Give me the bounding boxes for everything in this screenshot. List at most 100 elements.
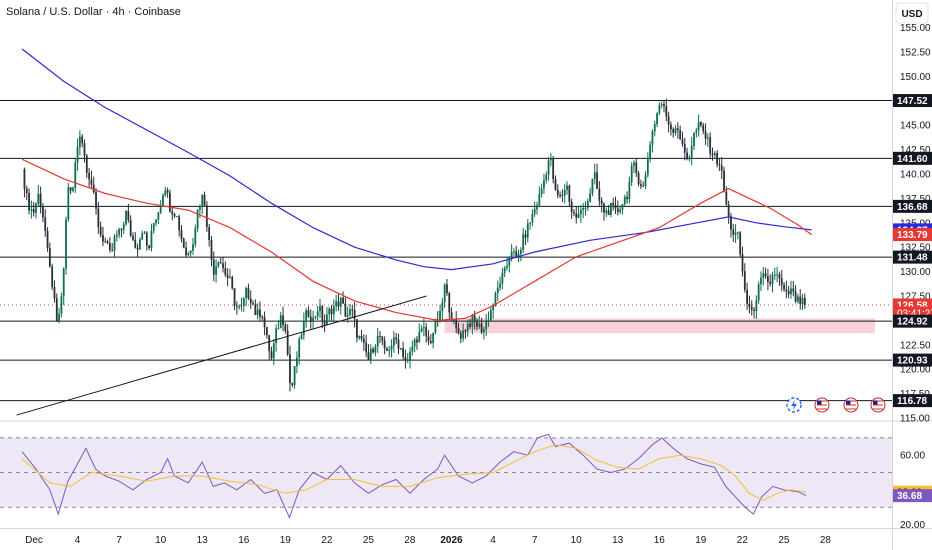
time-tick-label: 7 bbox=[532, 535, 538, 546]
flag-us-icon[interactable] bbox=[870, 397, 886, 413]
candle bbox=[76, 138, 79, 171]
candle bbox=[164, 186, 167, 197]
flag-us-icon[interactable] bbox=[814, 397, 830, 413]
candle bbox=[619, 205, 622, 215]
candle bbox=[95, 188, 97, 215]
candle bbox=[801, 294, 804, 311]
moving-average-red-line[interactable] bbox=[21, 158, 812, 322]
candle bbox=[718, 157, 721, 171]
price-tick-label: 130.00 bbox=[900, 267, 931, 278]
candle bbox=[736, 231, 739, 240]
candle bbox=[589, 187, 592, 204]
candle bbox=[152, 222, 155, 234]
candle bbox=[226, 268, 229, 287]
time-tick-label: 22 bbox=[737, 535, 749, 546]
candle bbox=[579, 205, 582, 223]
candle bbox=[178, 214, 181, 237]
candle bbox=[471, 313, 474, 335]
event-markers[interactable] bbox=[786, 397, 886, 413]
flag-us-icon[interactable] bbox=[843, 397, 859, 413]
candle bbox=[321, 304, 324, 329]
support-zone bbox=[444, 318, 875, 334]
candle bbox=[249, 290, 252, 309]
candle bbox=[252, 300, 254, 305]
candle bbox=[42, 202, 44, 223]
candle bbox=[556, 184, 559, 199]
candle bbox=[138, 237, 141, 250]
candle bbox=[593, 163, 596, 185]
candle bbox=[614, 196, 617, 214]
candle bbox=[275, 324, 278, 352]
candle bbox=[293, 366, 296, 389]
currency-button[interactable] bbox=[895, 2, 929, 24]
candle bbox=[425, 323, 428, 343]
currency-label: USD bbox=[901, 9, 922, 20]
candle bbox=[483, 326, 485, 340]
time-tick-label: Dec bbox=[25, 535, 43, 546]
candle bbox=[208, 224, 211, 247]
candle bbox=[115, 230, 118, 242]
candle bbox=[189, 250, 192, 257]
candle bbox=[543, 173, 545, 194]
candle bbox=[524, 230, 527, 246]
price-tick-label: 137.50 bbox=[900, 194, 931, 205]
price-axis-label: 124.92 bbox=[893, 314, 932, 328]
candle bbox=[362, 334, 365, 351]
candle bbox=[646, 152, 649, 178]
candle bbox=[476, 317, 478, 331]
candle bbox=[485, 313, 488, 337]
candle bbox=[85, 154, 88, 179]
candle bbox=[409, 347, 411, 369]
candle bbox=[259, 301, 261, 321]
candle bbox=[764, 267, 767, 279]
candle bbox=[332, 299, 335, 323]
time-axis[interactable]: Dec 4 7 10 13 16 19 22 25 28 2026 4 7 10 13 16 19 22 25 28 bbox=[25, 535, 831, 546]
candle bbox=[261, 314, 264, 322]
ascending-trendline[interactable] bbox=[16, 295, 427, 416]
candle bbox=[600, 197, 603, 213]
candle bbox=[125, 209, 127, 227]
moving-average-blue-line[interactable] bbox=[21, 48, 812, 271]
candle bbox=[224, 261, 227, 278]
rsi-tick-label: 60.00 bbox=[900, 451, 925, 462]
candle bbox=[272, 339, 275, 366]
candle bbox=[217, 261, 220, 268]
candle bbox=[300, 332, 303, 340]
price-levels bbox=[0, 100, 892, 402]
candle bbox=[427, 330, 430, 346]
event-lightning-icon[interactable] bbox=[786, 397, 802, 413]
candle bbox=[194, 224, 197, 248]
candle bbox=[700, 120, 702, 128]
candle bbox=[192, 237, 194, 255]
candle bbox=[143, 230, 146, 234]
rsi-tick-label: 20.00 bbox=[900, 520, 925, 531]
svg-text:133.79: 133.79 bbox=[897, 230, 928, 241]
candle bbox=[787, 285, 790, 299]
candle bbox=[106, 239, 109, 245]
candle bbox=[686, 147, 688, 161]
candle bbox=[35, 202, 37, 219]
candle bbox=[778, 271, 781, 286]
candle bbox=[575, 206, 578, 224]
candle bbox=[74, 158, 77, 193]
candle bbox=[443, 283, 446, 308]
candle bbox=[695, 127, 698, 138]
svg-text:136.68: 136.68 bbox=[897, 202, 928, 213]
candle bbox=[637, 170, 640, 187]
candle bbox=[392, 330, 395, 353]
candle bbox=[367, 344, 370, 361]
price-axis-label: 147.52 bbox=[893, 94, 932, 108]
candle bbox=[404, 349, 407, 369]
candle bbox=[416, 336, 418, 350]
candle bbox=[522, 227, 525, 254]
price-tick-label: 152.50 bbox=[900, 47, 931, 58]
candle bbox=[792, 280, 795, 297]
candle bbox=[464, 329, 467, 339]
candle bbox=[649, 140, 652, 163]
candle bbox=[83, 139, 86, 163]
candle bbox=[713, 151, 716, 159]
candle bbox=[141, 230, 144, 241]
price-axis-label: 131.48 bbox=[893, 250, 932, 264]
candle bbox=[182, 237, 185, 249]
time-tick-label: 19 bbox=[280, 535, 292, 546]
